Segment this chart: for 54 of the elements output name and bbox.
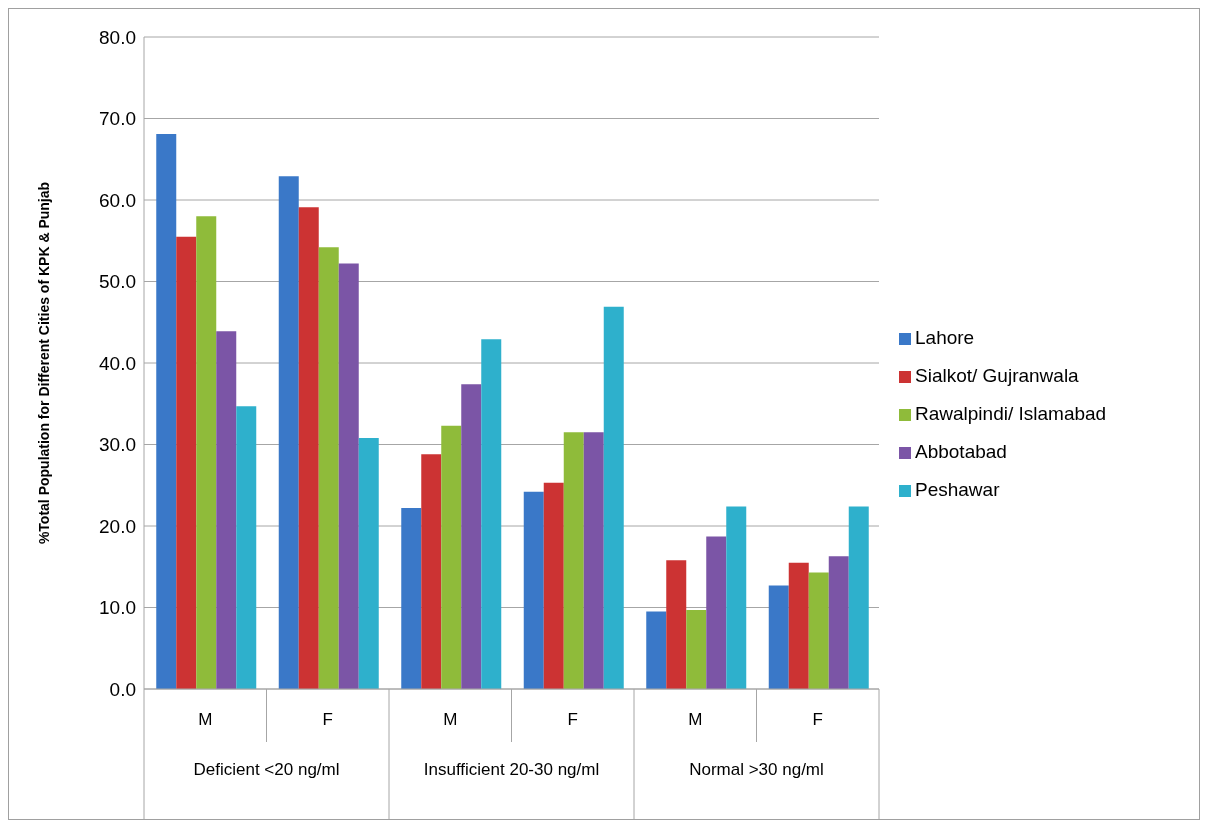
bar (563, 432, 584, 689)
y-tick-label: 50.0 (99, 271, 136, 293)
legend-label: Sialkot/ Gujranwala (915, 365, 1079, 386)
legend-label: Lahore (915, 327, 975, 348)
y-tick-label: 0.0 (109, 678, 136, 700)
bar (583, 432, 604, 689)
bar (808, 572, 829, 689)
bar (358, 437, 379, 689)
bar (706, 536, 727, 689)
bar (788, 562, 809, 689)
legend-label: Peshawar (915, 479, 1000, 500)
y-tick-label: 70.0 (99, 108, 136, 130)
x-tick-label: M (443, 710, 458, 729)
bar (461, 384, 482, 689)
bar (318, 247, 339, 689)
y-tick-label: 80.0 (99, 26, 136, 48)
bar (848, 506, 869, 689)
bar (441, 425, 462, 689)
text: Normal >30 ng/ml (688, 759, 825, 781)
x-tick-label: F (812, 710, 823, 729)
bar (543, 482, 564, 689)
bar (686, 609, 707, 689)
x-tick-label: F (567, 710, 578, 729)
y-tick-label: 20.0 (99, 515, 136, 537)
bar (828, 556, 849, 689)
bar (726, 506, 747, 689)
bar (481, 339, 502, 689)
y-tick-label: 40.0 (99, 352, 136, 374)
bar (768, 585, 789, 689)
bar (156, 133, 177, 689)
text: Deficient <20 ng/ml (192, 759, 341, 781)
bar (603, 306, 624, 689)
text: Insufficient 20-30 ng/ml (422, 759, 601, 781)
bar (216, 331, 237, 689)
bar (401, 508, 422, 689)
bar (338, 263, 359, 689)
y-tick-label: 10.0 (99, 597, 136, 619)
y-axis-title: %Total Population for Different Cities of KPK & Punjab (35, 181, 52, 545)
x-tick-label: F (322, 710, 333, 729)
y-tick-label: 30.0 (99, 434, 136, 456)
x-tick-label: M (198, 710, 213, 729)
legend-label: Abbotabad (915, 441, 1007, 462)
x-tick-label: M (688, 710, 703, 729)
bar (646, 611, 667, 689)
bar (666, 560, 687, 689)
bar (196, 216, 217, 689)
bar (523, 491, 544, 689)
bar (278, 176, 299, 689)
bar (176, 236, 197, 689)
bar (236, 406, 257, 689)
y-tick-label: 60.0 (99, 189, 136, 211)
legend-label: Rawalpindi/ Islamabad (915, 403, 1107, 424)
bar (298, 207, 319, 689)
bar (421, 454, 442, 689)
